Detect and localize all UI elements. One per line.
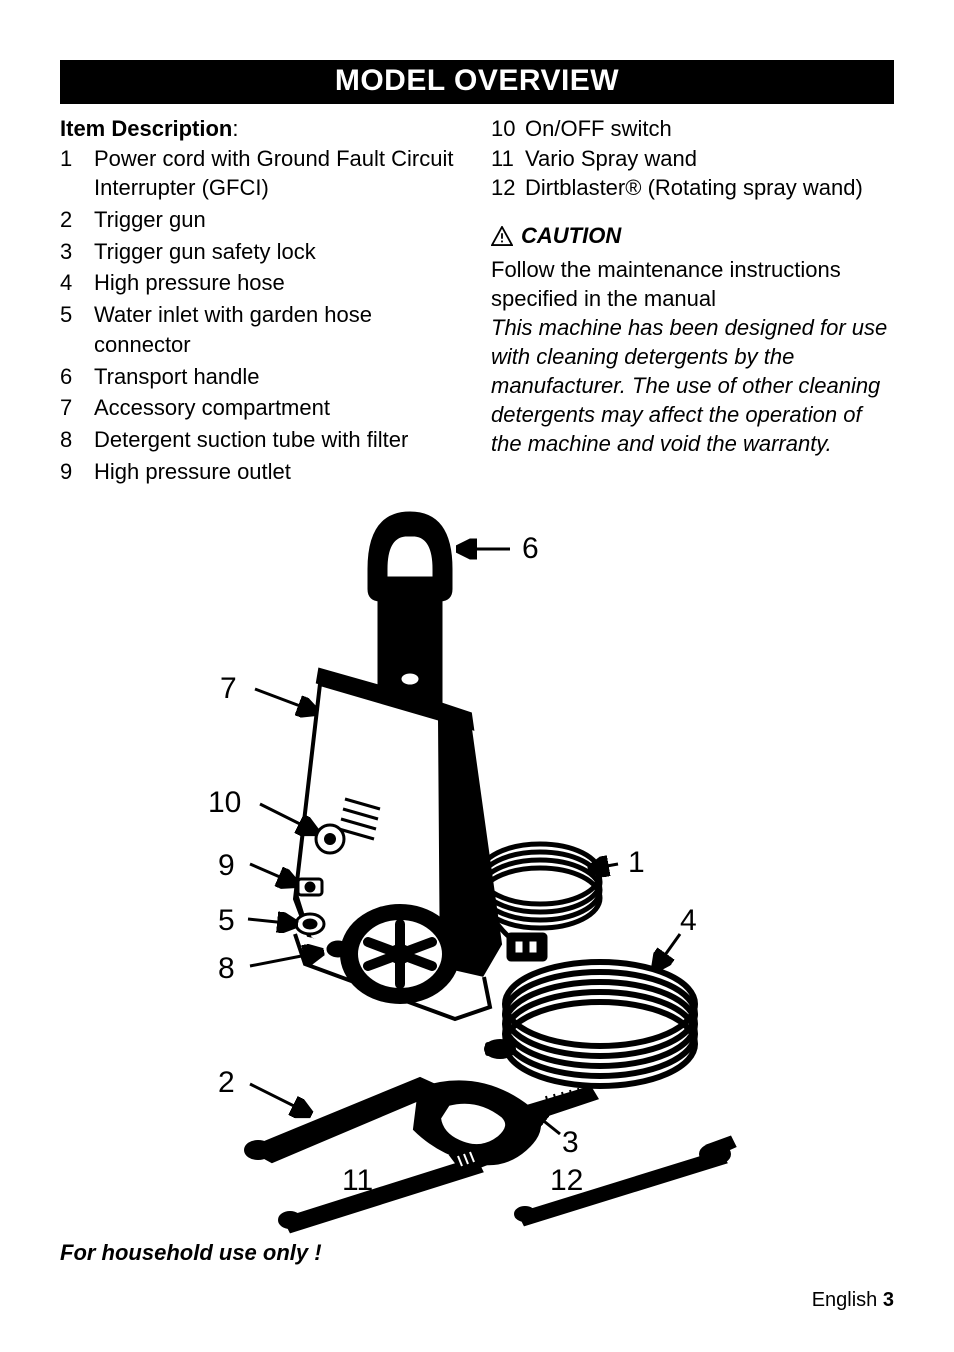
caution-body: Follow the maintenance instructions spec… — [491, 255, 894, 458]
page-footer: English 3 — [812, 1289, 894, 1312]
list-item: 9High pressure outlet — [60, 457, 463, 487]
caution-heading: CAUTION — [491, 221, 894, 251]
callout-9: 9 — [218, 849, 235, 883]
two-column-layout: Item Description: 1Power cord with Groun… — [60, 114, 894, 488]
section-title-bar: MODEL OVERVIEW — [60, 60, 894, 104]
item-number: 5 — [60, 300, 94, 330]
list-item: 5Water inlet with garden hose connector — [60, 300, 463, 359]
page-number: 3 — [883, 1289, 894, 1311]
left-column: Item Description: 1Power cord with Groun… — [60, 114, 463, 488]
list-item: 2Trigger gun — [60, 205, 463, 235]
caution-plain-text: Follow the maintenance instructions spec… — [491, 257, 841, 311]
item-number: 2 — [60, 205, 94, 235]
item-text: Dirtblaster® (Rotating spray wand) — [525, 173, 894, 203]
list-item: 3Trigger gun safety lock — [60, 237, 463, 267]
item-text: Trigger gun — [94, 205, 463, 235]
item-number: 3 — [60, 237, 94, 267]
callout-2: 2 — [218, 1066, 235, 1100]
list-item: 11Vario Spray wand — [491, 144, 894, 174]
model-diagram: 6 7 10 9 5 8 2 1 4 3 11 12 — [60, 494, 894, 1234]
callout-10: 10 — [208, 786, 241, 820]
warning-triangle-icon — [491, 226, 513, 246]
item-number: 7 — [60, 393, 94, 423]
caution-italic-text: This machine has been designed for use w… — [491, 315, 887, 456]
item-number: 8 — [60, 425, 94, 455]
list-item: 8Detergent suction tube with filter — [60, 425, 463, 455]
callout-8: 8 — [218, 952, 235, 986]
list-item: 12Dirtblaster® (Rotating spray wand) — [491, 173, 894, 203]
right-column: 10On/OFF switch 11Vario Spray wand 12Dir… — [491, 114, 894, 488]
callout-4: 4 — [680, 904, 697, 938]
callout-6: 6 — [522, 532, 539, 566]
item-text: Transport handle — [94, 362, 463, 392]
item-number: 9 — [60, 457, 94, 487]
list-item: 1Power cord with Ground Fault Circuit In… — [60, 144, 463, 203]
item-number: 1 — [60, 144, 94, 174]
item-list-left: 1Power cord with Ground Fault Circuit In… — [60, 144, 463, 487]
page-language: English — [812, 1289, 878, 1311]
list-item: 4High pressure hose — [60, 268, 463, 298]
item-text: Trigger gun safety lock — [94, 237, 463, 267]
list-item: 7Accessory compartment — [60, 393, 463, 423]
item-text: Water inlet with garden hose connector — [94, 300, 463, 359]
list-item: 10On/OFF switch — [491, 114, 894, 144]
callout-7: 7 — [220, 672, 237, 706]
section-title: MODEL OVERVIEW — [335, 64, 619, 97]
callout-1: 1 — [628, 846, 645, 880]
item-number: 4 — [60, 268, 94, 298]
item-text: High pressure outlet — [94, 457, 463, 487]
item-number: 11 — [491, 144, 525, 174]
item-text: Power cord with Ground Fault Circuit Int… — [94, 144, 463, 203]
manual-page: MODEL OVERVIEW Item Description: 1Power … — [0, 0, 954, 1352]
item-text: Accessory compartment — [94, 393, 463, 423]
item-description-heading-line: Item Description: — [60, 114, 463, 144]
caution-label: CAUTION — [521, 221, 621, 251]
item-text: Vario Spray wand — [525, 144, 894, 174]
callout-5: 5 — [218, 904, 235, 938]
callout-11: 11 — [342, 1164, 373, 1198]
household-use-note: For household use only ! — [60, 1240, 894, 1266]
item-text: High pressure hose — [94, 268, 463, 298]
item-number: 10 — [491, 114, 525, 144]
callout-12: 12 — [550, 1164, 583, 1198]
item-list-right: 10On/OFF switch 11Vario Spray wand 12Dir… — [491, 114, 894, 203]
item-number: 6 — [60, 362, 94, 392]
item-text: On/OFF switch — [525, 114, 894, 144]
item-description-heading: Item Description — [60, 116, 232, 141]
item-text: Detergent suction tube with filter — [94, 425, 463, 455]
list-item: 6Transport handle — [60, 362, 463, 392]
item-number: 12 — [491, 173, 525, 203]
diagram-illustration — [60, 494, 894, 1234]
callout-3: 3 — [562, 1126, 579, 1160]
